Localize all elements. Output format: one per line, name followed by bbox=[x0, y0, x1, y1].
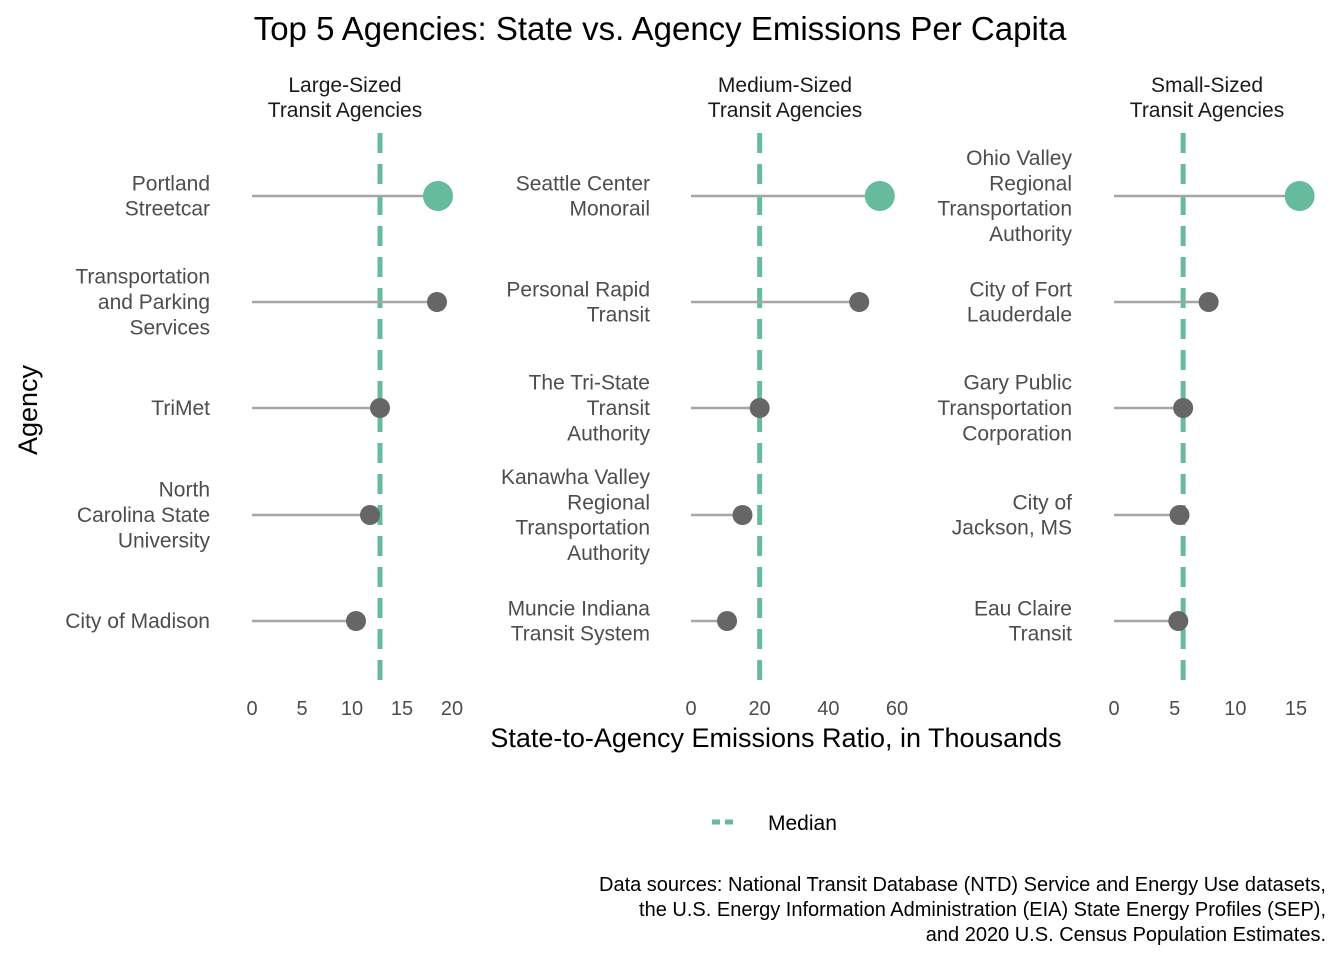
x-tick-label: 0 bbox=[685, 698, 696, 720]
agency-label: TriMet bbox=[151, 397, 210, 420]
x-tick-label: 0 bbox=[246, 698, 257, 720]
agency-label: Personal Rapid bbox=[506, 278, 650, 301]
agency-label: Corporation bbox=[962, 422, 1072, 445]
agency-label: Gary Public bbox=[963, 372, 1072, 395]
agency-label: Transit bbox=[587, 397, 651, 420]
lollipop-point bbox=[749, 398, 770, 418]
agency-label: City of bbox=[1012, 491, 1072, 514]
lollipop-point bbox=[1169, 505, 1190, 525]
lollipop-point bbox=[732, 505, 753, 525]
legend: Median bbox=[712, 812, 837, 835]
caption-line-3: and 2020 U.S. Census Population Estimate… bbox=[926, 924, 1326, 946]
agency-label: Lauderdale bbox=[967, 304, 1072, 327]
y-axis-title: Agency bbox=[13, 364, 43, 455]
panel-strip-label: Medium-Sized bbox=[718, 74, 852, 97]
agency-label: Regional bbox=[989, 172, 1072, 195]
agency-label: Transportation bbox=[937, 198, 1072, 221]
agency-label: Transportation bbox=[515, 517, 650, 540]
panel-strip-label: Large-Sized bbox=[288, 74, 401, 97]
agency-label: Transportation bbox=[75, 266, 210, 289]
agency-label: Authority bbox=[989, 223, 1072, 246]
agency-label: Muncie Indiana bbox=[508, 597, 651, 620]
agency-label: Authority bbox=[567, 542, 650, 565]
caption-line-2: the U.S. Energy Information Administrati… bbox=[639, 899, 1326, 921]
x-tick-label: 10 bbox=[1224, 698, 1246, 720]
panel-strip-label: Transit Agencies bbox=[708, 99, 862, 122]
legend-median-label: Median bbox=[768, 812, 837, 835]
agency-label: Jackson, MS bbox=[952, 517, 1072, 540]
lollipop-point bbox=[360, 505, 380, 525]
panel-strip-label: Small-Sized bbox=[1151, 74, 1263, 97]
agency-label: Ohio Valley bbox=[966, 147, 1072, 170]
agency-label: Eau Claire bbox=[974, 597, 1072, 620]
panel-strip-label: Transit Agencies bbox=[1130, 99, 1284, 122]
agency-label: Transit System bbox=[511, 623, 650, 646]
panel-strip-label: Transit Agencies bbox=[268, 99, 422, 122]
lollipop-point bbox=[370, 398, 390, 418]
agency-label: Transit bbox=[587, 304, 651, 327]
agency-label: Seattle Center bbox=[516, 172, 650, 195]
lollipop-point bbox=[1198, 292, 1219, 312]
caption: Data sources: National Transit Database … bbox=[599, 874, 1326, 946]
lollipop-point bbox=[1173, 398, 1194, 418]
agency-label: Carolina State bbox=[77, 504, 210, 527]
agency-label: and Parking bbox=[98, 291, 210, 314]
x-tick-label: 5 bbox=[296, 698, 307, 720]
x-axis-title: State-to-Agency Emissions Ratio, in Thou… bbox=[490, 723, 1061, 753]
agency-label: Services bbox=[129, 316, 210, 339]
lollipop-point bbox=[1168, 611, 1189, 631]
agency-label: Streetcar bbox=[125, 198, 210, 221]
agency-label: Transit bbox=[1009, 623, 1073, 646]
agency-label: Regional bbox=[567, 491, 650, 514]
x-tick-label: 20 bbox=[749, 698, 771, 720]
lollipop-point-highlight bbox=[423, 181, 453, 211]
x-tick-label: 40 bbox=[817, 698, 839, 720]
x-tick-label: 0 bbox=[1108, 698, 1119, 720]
x-tick-label: 10 bbox=[341, 698, 363, 720]
agency-label: The Tri-State bbox=[529, 372, 650, 395]
agency-label: Monorail bbox=[569, 198, 650, 221]
chart-title: Top 5 Agencies: State vs. Agency Emissio… bbox=[254, 10, 1067, 47]
agency-label: Portland bbox=[132, 172, 210, 195]
lollipop-point-highlight bbox=[1284, 181, 1315, 211]
agency-label: City of Madison bbox=[65, 610, 210, 633]
agency-label: University bbox=[118, 529, 211, 552]
lollipop-point bbox=[849, 292, 870, 312]
caption-line-1: Data sources: National Transit Database … bbox=[599, 874, 1326, 896]
agency-label: North bbox=[159, 479, 210, 502]
lollipop-point bbox=[427, 292, 447, 312]
x-tick-label: 15 bbox=[1285, 698, 1307, 720]
lollipop-point-highlight bbox=[864, 181, 895, 211]
x-tick-label: 60 bbox=[886, 698, 908, 720]
agency-label: Kanawha Valley bbox=[501, 466, 651, 489]
lollipop-point bbox=[346, 611, 366, 631]
lollipop-point bbox=[717, 611, 738, 631]
agency-label: Authority bbox=[567, 422, 650, 445]
agency-label: City of Fort bbox=[969, 278, 1072, 301]
x-tick-label: 20 bbox=[441, 698, 463, 720]
agency-label: Transportation bbox=[937, 397, 1072, 420]
x-tick-label: 15 bbox=[391, 698, 413, 720]
x-tick-label: 5 bbox=[1169, 698, 1180, 720]
